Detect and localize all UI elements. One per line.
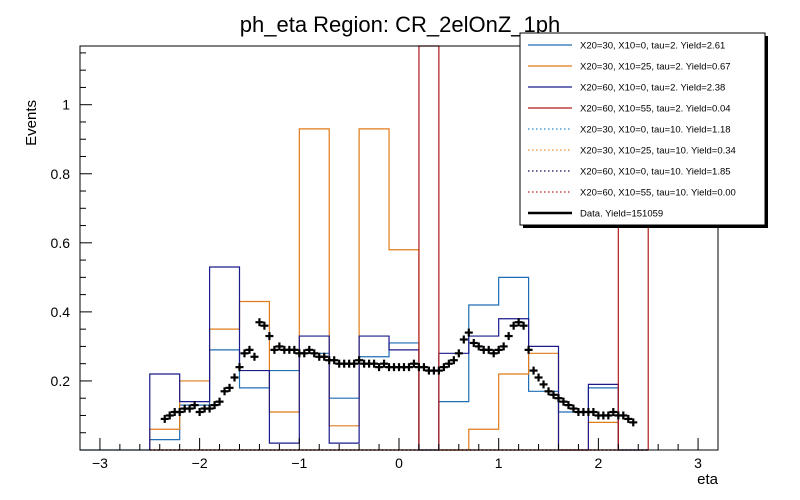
legend-entry-label: X20=30, X10=25, tau=2. Yield=0.67 (580, 62, 731, 73)
y-tick-label: 0.6 (51, 235, 71, 251)
data-point (454, 349, 463, 358)
data-point (419, 363, 428, 372)
data-point (629, 418, 638, 427)
x-axis-label: eta (697, 471, 719, 488)
data-point (489, 349, 498, 358)
data-point (604, 411, 613, 420)
data-point (494, 345, 503, 354)
x-tick-label: −2 (192, 455, 208, 471)
data-point (375, 363, 384, 372)
legend-entry-label: X20=30, X10=25, tau=10. Yield=0.34 (580, 146, 736, 157)
legend-entry-label: Data. Yield=151059 (580, 209, 663, 220)
legend-entry-label: X20=60, X10=0, tau=10. Yield=1.85 (580, 167, 731, 178)
legend-entry-label: X20=60, X10=55, tau=10. Yield=0.00 (580, 188, 736, 199)
data-point (439, 363, 448, 372)
legend-entry-label: X20=30, X10=0, tau=2. Yield=2.61 (580, 41, 725, 52)
data-point (499, 342, 508, 351)
data-point (195, 408, 204, 417)
data-point (185, 404, 194, 413)
data-point (524, 345, 533, 354)
data-point (559, 397, 568, 406)
data-point (624, 414, 633, 423)
x-tick-label: 2 (594, 455, 602, 471)
data-point (290, 345, 299, 354)
x-tick-label: −3 (92, 455, 108, 471)
data-point (514, 318, 523, 327)
data-point (464, 328, 473, 337)
y-tick-label: 0.8 (51, 166, 71, 182)
axes-layer: −3 −2 −1 0 1 2 3 0.2 0.4 0.6 0.8 1 (51, 45, 719, 471)
x-tick-label: 0 (395, 455, 403, 471)
data-point (310, 349, 319, 358)
data-point (240, 349, 249, 358)
data-point (459, 335, 468, 344)
data-point (409, 359, 418, 368)
data-point (404, 363, 413, 372)
legend-entry-label: X20=60, X10=55, tau=2. Yield=0.04 (580, 104, 731, 115)
data-point (519, 321, 528, 330)
data-point (175, 408, 184, 417)
data-point (165, 411, 174, 420)
data-point (270, 345, 279, 354)
data-point (350, 359, 359, 368)
data-point (225, 383, 234, 392)
y-tick-label: 0.4 (51, 304, 71, 320)
data-point (210, 401, 219, 410)
data-point (190, 401, 199, 410)
data-point (564, 401, 573, 410)
data-point (534, 373, 543, 382)
data-point (220, 387, 229, 396)
data-point (275, 342, 284, 351)
data-point (469, 338, 478, 347)
data-point (230, 373, 239, 382)
data-point (380, 359, 389, 368)
data-point (160, 414, 169, 423)
data-point (504, 332, 513, 341)
x-tick-label: 1 (495, 455, 503, 471)
x-tick-label: −1 (291, 455, 307, 471)
data-point (320, 352, 329, 361)
data-point (205, 404, 214, 413)
data-point (215, 397, 224, 406)
data-point (330, 356, 339, 365)
data-point (434, 366, 443, 375)
data-point (509, 321, 518, 330)
data-point (609, 408, 618, 417)
data-point (355, 356, 364, 365)
y-axis-label: Events (23, 100, 40, 146)
data-point (619, 411, 628, 420)
data-point (544, 387, 553, 396)
data-point (265, 332, 274, 341)
x-tick-label: 3 (694, 455, 702, 471)
data-point (539, 380, 548, 389)
data-point (235, 363, 244, 372)
data-point (474, 342, 483, 351)
data-point (245, 345, 254, 354)
data-point (569, 404, 578, 413)
data-point (554, 394, 563, 403)
y-tick-label: 0.2 (51, 373, 71, 389)
data-point (370, 359, 379, 368)
data-point (529, 366, 538, 375)
legend: X20=30, X10=0, tau=2. Yield=2.61 X20=30, … (519, 32, 768, 228)
data-point (549, 390, 558, 399)
data-point (300, 349, 309, 358)
data-point (484, 345, 493, 354)
data-point (444, 359, 453, 368)
data-point (305, 345, 314, 354)
histogram-series-3 (149, 266, 649, 451)
data-point (260, 321, 269, 330)
data-points-layer (160, 318, 638, 427)
data-point (250, 352, 259, 361)
y-tick-label: 1 (62, 97, 70, 113)
data-point (449, 356, 458, 365)
legend-entry-label: X20=30, X10=0, tau=10. Yield=1.18 (580, 125, 731, 136)
chart-title: ph_eta Region: CR_2elOnZ_1ph (240, 12, 560, 37)
data-point (589, 408, 598, 417)
legend-entry-label: X20=60, X10=0, tau=2. Yield=2.38 (580, 83, 725, 94)
data-point (255, 318, 264, 327)
